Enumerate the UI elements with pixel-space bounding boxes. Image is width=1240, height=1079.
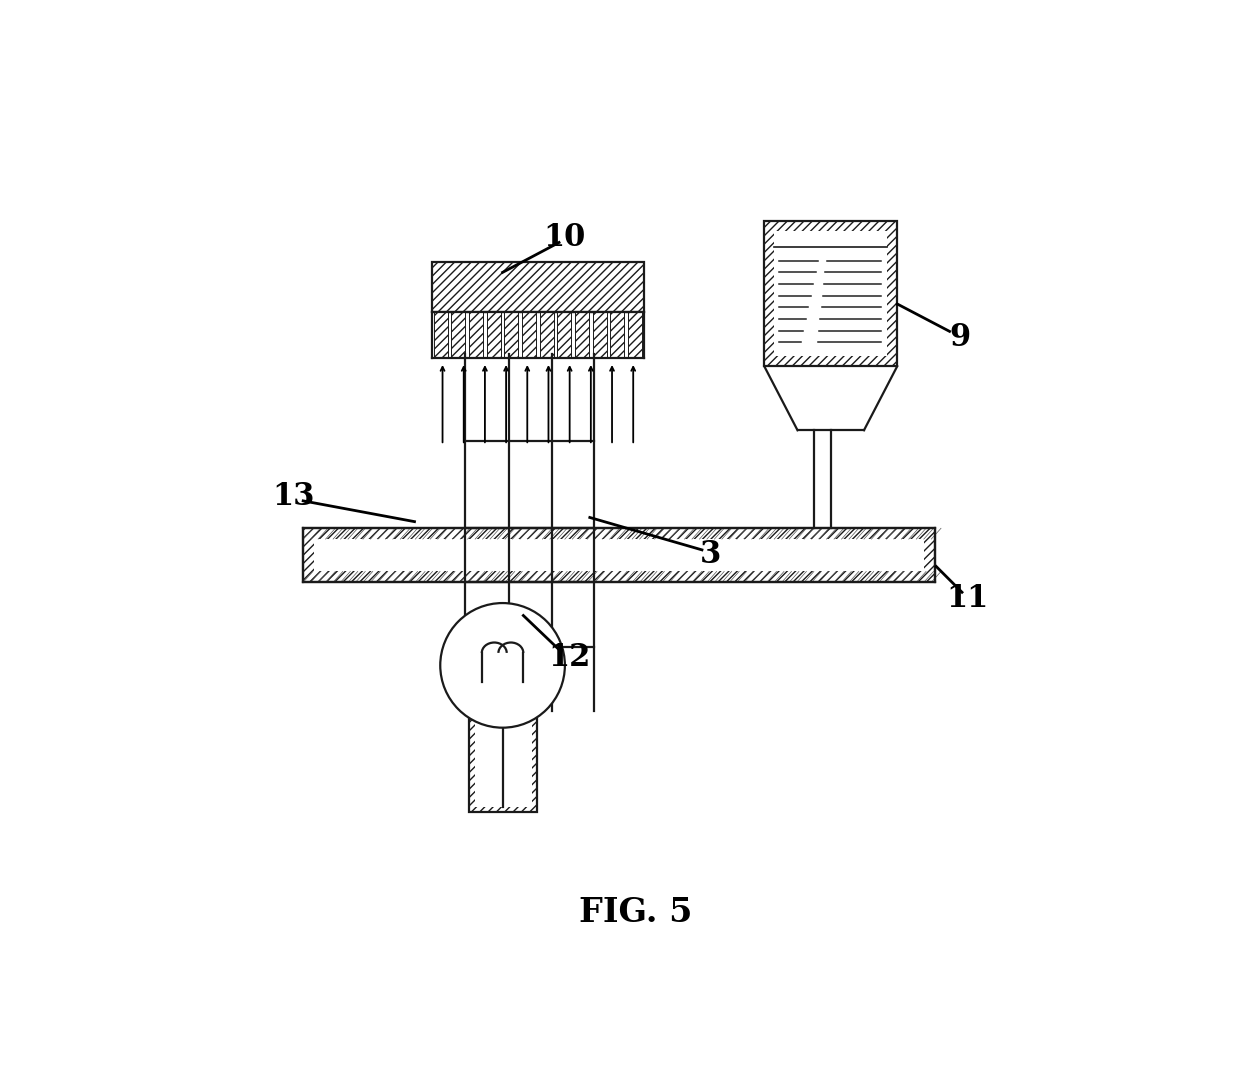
Bar: [505, 312, 518, 358]
Text: 12: 12: [548, 642, 590, 672]
Bar: [557, 312, 572, 358]
Bar: [627, 312, 642, 358]
Bar: [764, 221, 898, 366]
Text: 10: 10: [544, 222, 587, 252]
Circle shape: [440, 603, 565, 727]
Bar: [522, 312, 536, 358]
Bar: [575, 312, 589, 358]
Bar: [434, 312, 448, 358]
Bar: [469, 700, 537, 812]
Bar: [469, 312, 484, 358]
Bar: [314, 540, 924, 572]
Text: 3: 3: [699, 540, 720, 571]
Text: 11: 11: [946, 583, 990, 614]
Bar: [593, 312, 606, 358]
Text: FIG. 5: FIG. 5: [579, 896, 692, 929]
Bar: [539, 312, 554, 358]
Bar: [303, 529, 935, 583]
Bar: [475, 706, 532, 807]
Bar: [486, 312, 501, 358]
Text: 9: 9: [949, 322, 970, 353]
Bar: [610, 312, 625, 358]
Text: 13: 13: [272, 481, 315, 513]
Bar: [432, 262, 644, 312]
Bar: [451, 312, 465, 358]
Bar: [774, 231, 888, 356]
